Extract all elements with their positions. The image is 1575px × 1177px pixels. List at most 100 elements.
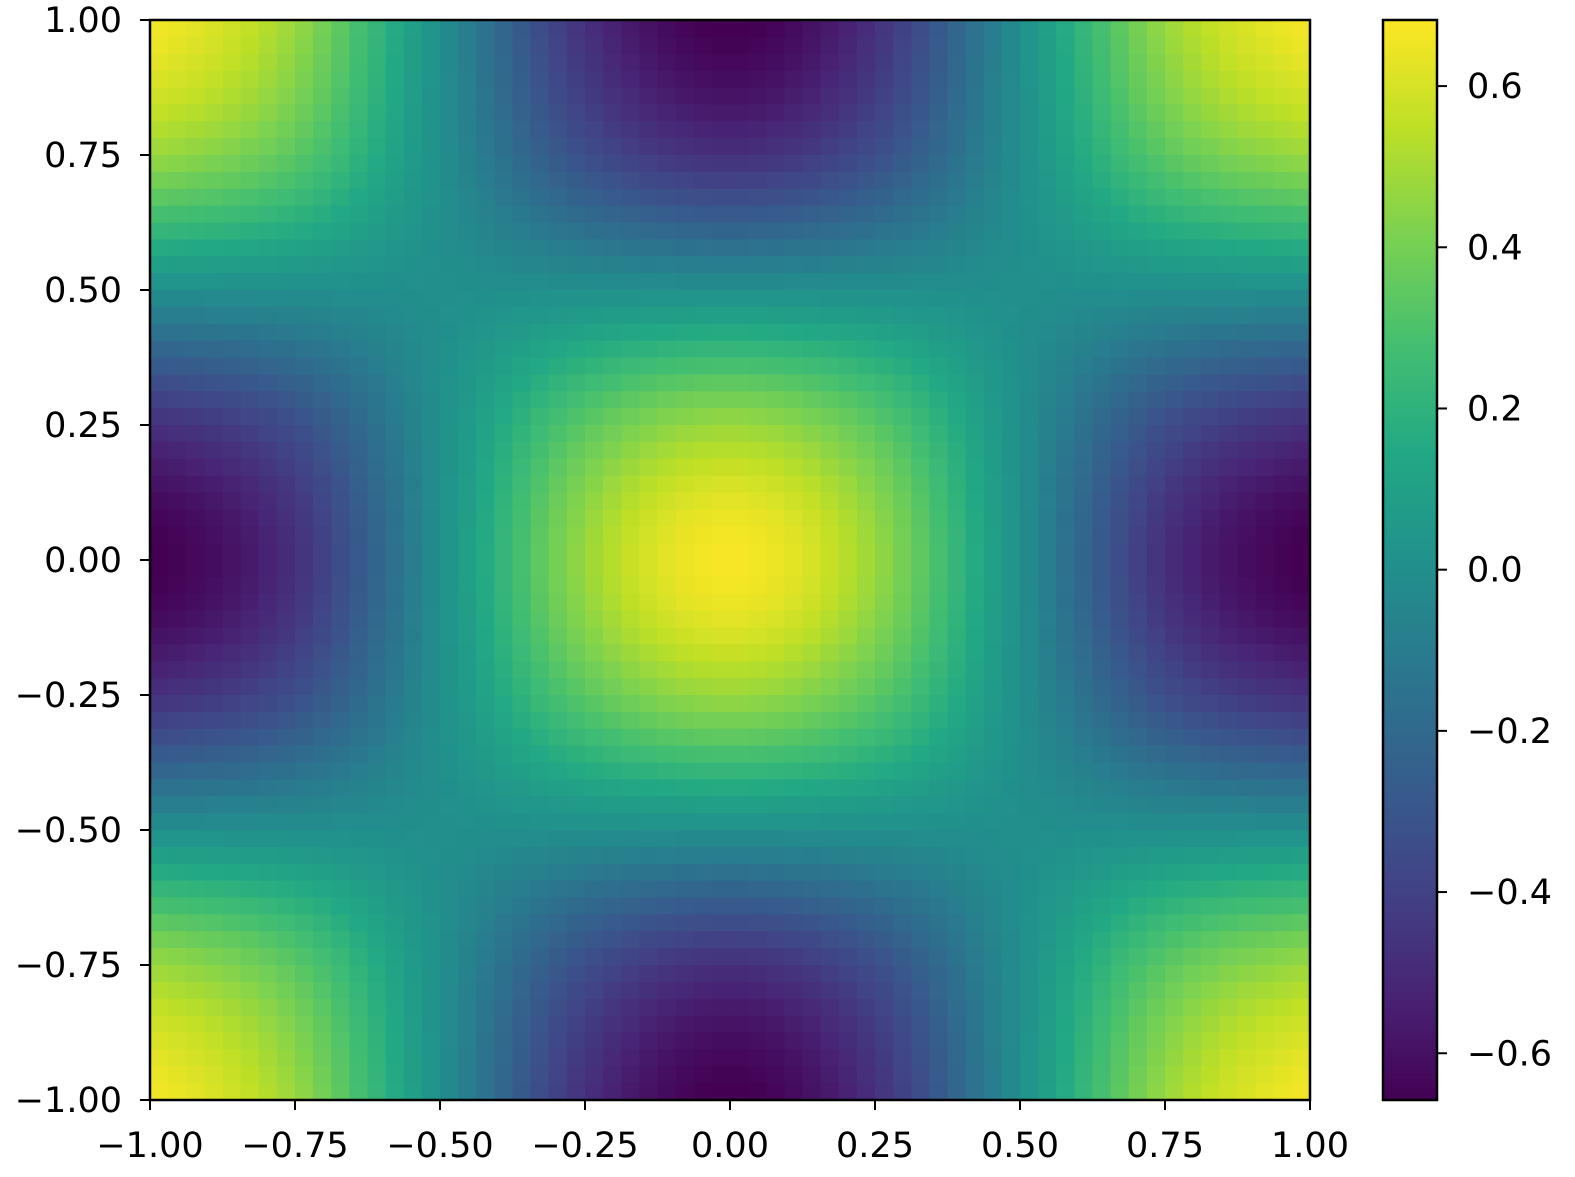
heatmap-cell <box>1219 374 1239 392</box>
heatmap-cell <box>313 104 332 122</box>
heatmap-cell <box>512 509 532 527</box>
heatmap-cell <box>711 121 731 139</box>
heatmap-cell <box>421 678 441 696</box>
heatmap-cell <box>1056 391 1075 409</box>
heatmap-cell <box>784 576 804 595</box>
heatmap-cell <box>621 171 640 190</box>
heatmap-cell <box>766 695 785 713</box>
heatmap-cell <box>711 1049 731 1067</box>
heatmap-cell <box>222 1049 242 1067</box>
heatmap-cell <box>168 121 187 139</box>
heatmap-cell <box>331 36 350 55</box>
heatmap-cell <box>965 965 985 983</box>
heatmap-cell <box>711 745 731 764</box>
heatmap-cell <box>1128 796 1148 814</box>
heatmap-cell <box>875 121 894 139</box>
heatmap-cell <box>458 661 477 679</box>
heatmap-cell <box>585 306 604 325</box>
heatmap-cell <box>820 87 840 105</box>
heatmap-cell <box>168 171 187 190</box>
heatmap-cell <box>168 1032 187 1050</box>
heatmap-cell <box>585 340 604 359</box>
heatmap-cell <box>1020 998 1039 1017</box>
heatmap-cell <box>566 914 586 932</box>
colorbar-segment <box>1383 716 1437 723</box>
heatmap-cell <box>295 711 314 730</box>
heatmap-cell <box>548 53 568 72</box>
heatmap-cell <box>621 256 640 274</box>
heatmap-cell <box>548 1049 568 1067</box>
heatmap-cell <box>711 728 731 747</box>
heatmap-cell <box>1237 256 1257 274</box>
heatmap-cell <box>222 509 242 527</box>
heatmap-cell <box>1056 425 1075 443</box>
heatmap-cell <box>893 678 912 696</box>
heatmap-cell <box>965 560 985 578</box>
heatmap-cell <box>349 863 369 882</box>
heatmap-cell <box>313 475 332 494</box>
heatmap-cell <box>965 188 985 207</box>
heatmap-cell <box>983 745 1003 764</box>
heatmap-cell <box>1146 340 1166 359</box>
heatmap-cell <box>313 36 332 55</box>
heatmap-cell <box>476 492 495 510</box>
heatmap-cell <box>639 357 659 375</box>
heatmap-cell <box>748 492 767 510</box>
heatmap-cell <box>566 998 586 1017</box>
heatmap-cell <box>150 20 169 38</box>
heatmap-cell <box>1128 458 1148 477</box>
heatmap-cell <box>276 1083 296 1101</box>
heatmap-cell <box>1110 425 1130 443</box>
heatmap-cell <box>168 830 187 848</box>
heatmap-cell <box>313 188 332 207</box>
heatmap-cell <box>820 104 840 122</box>
heatmap-cell <box>585 661 604 679</box>
heatmap-cell <box>711 914 731 932</box>
heatmap-cell <box>1291 1066 1311 1084</box>
heatmap-cell <box>893 661 912 679</box>
heatmap-cell <box>313 526 332 544</box>
heatmap-cell <box>711 36 731 55</box>
heatmap-cell <box>965 441 985 460</box>
colorbar-segment <box>1383 41 1437 48</box>
colorbar-segment <box>1383 781 1437 788</box>
heatmap-cell <box>675 560 695 578</box>
colorbar-segment <box>1383 171 1437 178</box>
heatmap-cell <box>820 897 840 915</box>
heatmap-cell <box>929 610 949 629</box>
heatmap-cell <box>947 121 967 139</box>
heatmap-cell <box>530 70 550 89</box>
colorbar-segment <box>1383 1019 1437 1025</box>
heatmap-cell <box>385 1015 405 1034</box>
heatmap-cell <box>1219 1049 1239 1067</box>
heatmap-cell <box>548 458 568 477</box>
colorbar-segment <box>1383 430 1437 437</box>
heatmap-cell <box>911 290 930 308</box>
heatmap-cell <box>802 70 822 89</box>
heatmap-cell <box>440 661 459 679</box>
heatmap-cell <box>893 998 912 1017</box>
heatmap-cell <box>784 36 804 55</box>
heatmap-cell <box>204 576 224 595</box>
heatmap-cell <box>1201 36 1220 55</box>
colorbar-segment <box>1383 79 1437 86</box>
heatmap-cell <box>222 256 242 274</box>
heatmap-cell <box>730 981 749 1000</box>
heatmap-cell <box>802 239 822 257</box>
heatmap-cell <box>820 441 840 460</box>
colorbar-segment <box>1383 1051 1437 1058</box>
heatmap-cell <box>1291 897 1311 915</box>
heatmap-cell <box>276 256 296 274</box>
heatmap-cell <box>730 290 749 308</box>
heatmap-cell <box>856 340 876 359</box>
heatmap-cell <box>1001 897 1021 915</box>
heatmap-cell <box>1237 340 1257 359</box>
heatmap-cell <box>1128 492 1148 510</box>
heatmap-cell <box>1001 492 1021 510</box>
heatmap-cell <box>1255 70 1275 89</box>
heatmap-cell <box>440 425 459 443</box>
heatmap-cell <box>1146 458 1166 477</box>
heatmap-cell <box>875 644 894 662</box>
heatmap-cell <box>1273 273 1293 291</box>
colorbar-segment <box>1383 1094 1437 1101</box>
